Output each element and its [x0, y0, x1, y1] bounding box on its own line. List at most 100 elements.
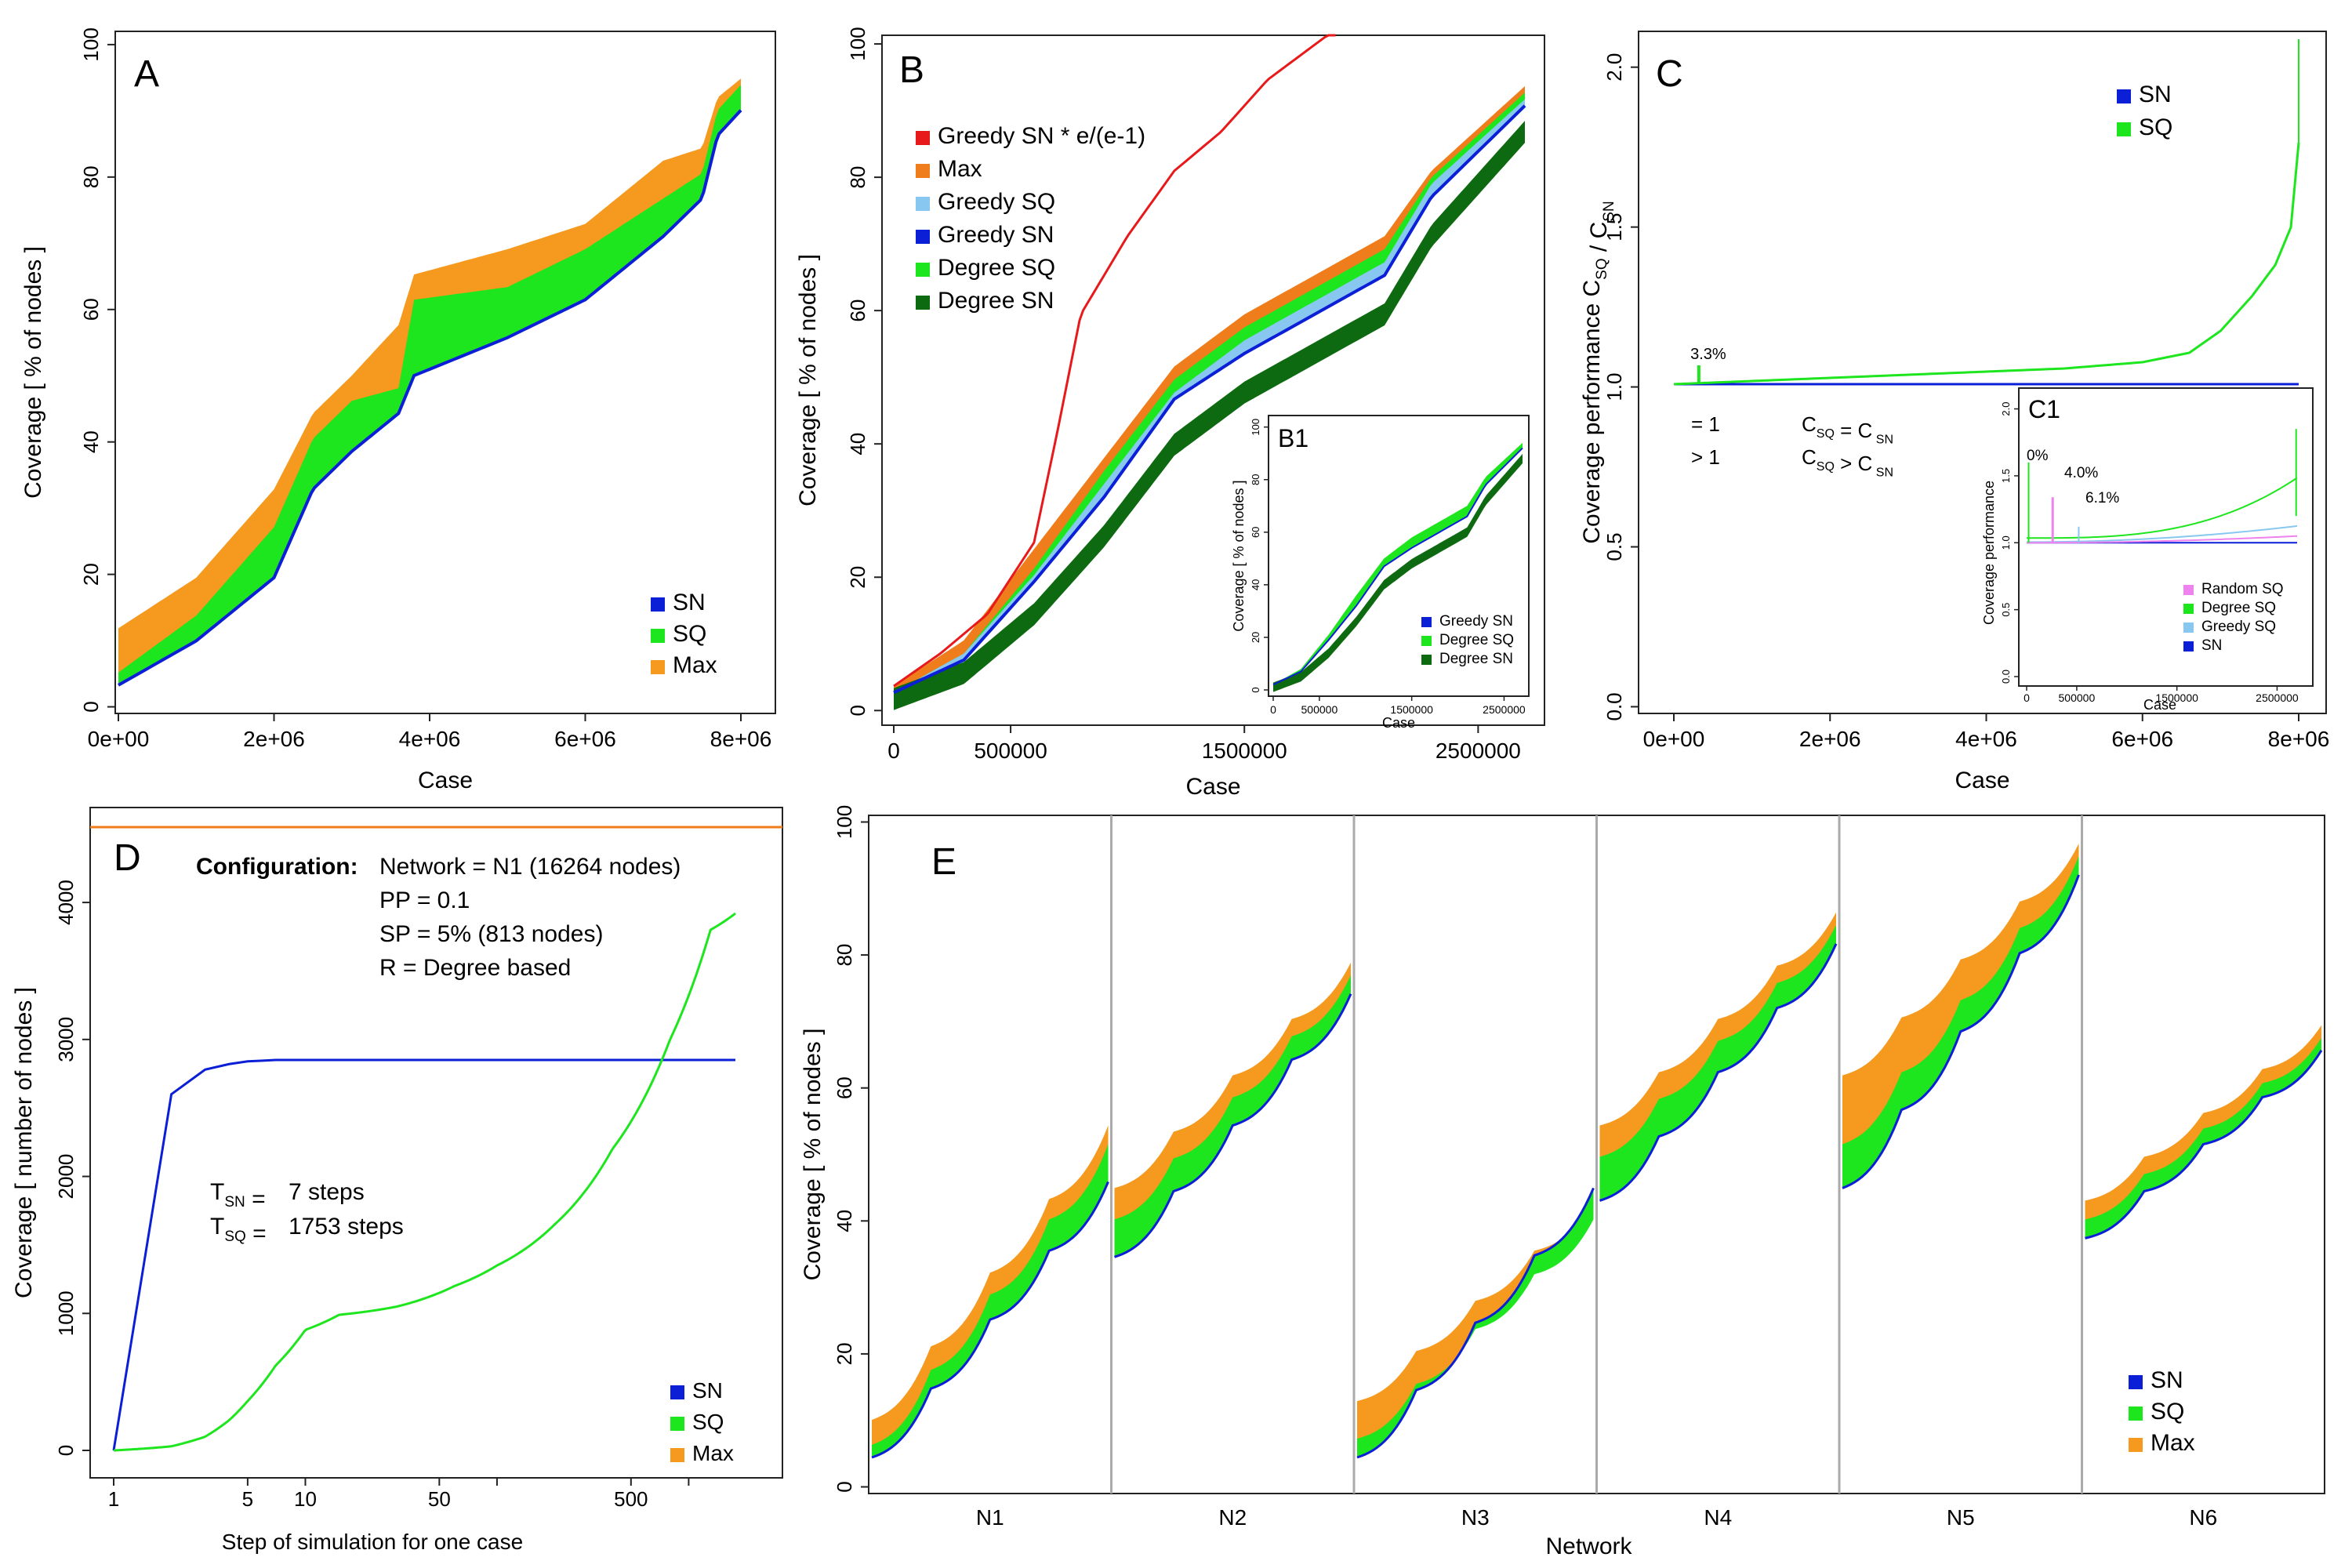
panel-a-ylabel: Coverage [ % of nodes ] [20, 246, 46, 499]
panel-d-t-sn-label-part: SN [224, 1194, 245, 1210]
panel-b1-x-tick-label: 1500000 [1390, 703, 1433, 716]
panel-c-gt-expr: CSQ > C SN [1802, 445, 1893, 480]
panel-d-config-pp: PP = 0.1 [379, 887, 470, 913]
panel-d-config-r: R = Degree based [379, 955, 571, 981]
panel-a-legend-max-label: Max [673, 652, 717, 678]
panel-b-y-tick-label: 80 [846, 166, 869, 189]
panel-b-legend-4-label: Degree SQ [938, 255, 1055, 281]
panel-c-x-tick-label: 2e+06 [1799, 727, 1861, 751]
panel-b-x-tick-label: 500000 [974, 739, 1047, 763]
panel-e-y-tick-label: 20 [833, 1342, 856, 1365]
panel-c1-annot-2: 6.1% [2085, 490, 2119, 506]
panel-b-legend-0-swatch [916, 131, 930, 145]
panel-b-y-tick-label: 40 [846, 433, 869, 456]
panel-a-x-tick-label: 8e+06 [710, 727, 772, 751]
panel-d-legend-sq-swatch [670, 1417, 684, 1431]
panel-c1-legend-0-label: Random SQ [2201, 581, 2284, 597]
panel-c1-legend-0-swatch [2183, 585, 2194, 595]
panel-d-x-tick-label: 5 [242, 1487, 253, 1511]
panel-e-y-tick-label: 40 [833, 1210, 856, 1232]
panel-d-legend-max-swatch [670, 1448, 684, 1462]
panel-c-eq-expr-part: SQ [1817, 427, 1835, 441]
panel-c1-legend-2-label: Greedy SQ [2201, 619, 2276, 635]
panel-b1-legend-2-label: Degree SN [1439, 651, 1513, 667]
panel-c-legend-sq-swatch [2117, 122, 2131, 136]
panel-d-t-sq-label-part: T [210, 1214, 224, 1240]
panel-c-x-tick-label: 4e+06 [1955, 727, 2017, 751]
panel-c1-annot-0: 0% [2027, 448, 2049, 464]
panel-c-x-tick-label: 6e+06 [2111, 727, 2173, 751]
panel-a-legend-sq-label: SQ [673, 621, 706, 647]
panel-d-legend-max-label: Max [692, 1441, 734, 1465]
panel-c-legend-sq-label: SQ [2139, 114, 2172, 140]
panel-c-y-tick-label: 0.5 [1602, 532, 1626, 561]
panel-d-t-sq-label-part: SQ [224, 1229, 245, 1245]
panel-a-label: A [134, 53, 159, 95]
panel-d-xlabel: Step of simulation for one case [222, 1530, 523, 1554]
panel-a-legend-sn-swatch [651, 597, 665, 612]
panel-d-label: D [114, 837, 141, 879]
figure: A0204060801000e+00 2e+06 4e+06 6e+06 8e+06Ca… [0, 0, 2352, 1568]
panel-e-legend-sq-label: SQ [2151, 1399, 2184, 1425]
panel-a-y-tick-label: 60 [79, 298, 103, 321]
panel-b-legend-1-swatch [916, 164, 930, 178]
panel-b-x-tick-label: 0 [887, 739, 900, 763]
panel-c1-y-tick-label: 0.5 [2000, 603, 2012, 617]
panel-b-x-tick-label: 2500000 [1436, 739, 1521, 763]
panel-e-y-tick-label: 80 [833, 944, 856, 967]
panel-d-y-tick-label: 2000 [54, 1154, 78, 1200]
panel-b-legend-4-swatch [916, 263, 930, 277]
panel-c-gt-expr-part: SN [1872, 466, 1893, 480]
panel-b1-legend-0-label: Greedy SN [1439, 613, 1513, 630]
panel-e-y-tick-label: 0 [833, 1481, 856, 1492]
panel-c-eq-expr: CSQ = C SN [1802, 412, 1893, 447]
panel-a-y-tick-label: 40 [79, 430, 103, 453]
panel-b-x-tick-label: 1500000 [1202, 739, 1287, 763]
panel-c-ylabel-part: SQ [1594, 258, 1610, 279]
panel-d-t-sq-label: TSQ = [210, 1214, 267, 1247]
panel-c-eq-sym: = 1 [1691, 412, 1720, 436]
panel-c-ylabel: Coverage performance CSQ / CSN [1579, 201, 1617, 543]
panel-a-y-tick-label: 100 [79, 27, 103, 61]
panel-a-x-tick-label: 4e+06 [399, 727, 461, 751]
panel-d-config-network: Network = N1 (16264 nodes) [379, 854, 681, 880]
panel-b1-x-tick-label: 500000 [1301, 703, 1338, 716]
panel-b1-xlabel: Case [1382, 715, 1415, 731]
panel-b1-y-tick-label: 0 [1250, 687, 1261, 692]
panel-c-y-tick-label: 0.0 [1602, 692, 1626, 720]
panel-d-config-sp: SP = 5% (813 nodes) [379, 921, 603, 947]
panel-b-legend-0-label: Greedy SN * e/(e-1) [938, 123, 1145, 149]
panel-a-max-band [118, 78, 741, 685]
panel-d-t-sn-label-part: = [245, 1186, 266, 1212]
panel-b1-y-tick-label: 20 [1250, 632, 1261, 643]
panel-c1-xlabel: Case [2143, 697, 2176, 713]
panel-d-y-tick-label: 3000 [54, 1017, 78, 1062]
panel-d-x-tick-label: 1 [108, 1487, 119, 1511]
panel-d-x-tick-label: 10 [294, 1487, 317, 1511]
panel-b-y-tick-label: 100 [846, 27, 869, 60]
panel-c1-annot-1: 4.0% [2064, 465, 2098, 481]
panel-d-sq-line [114, 913, 735, 1450]
panel-a-legend-sq-swatch [651, 629, 665, 643]
panel-e-category-N5: N5 [1947, 1505, 1975, 1530]
panel-c-ylabel-part: Coverage performance C [1579, 280, 1605, 544]
panel-e-category-N4: N4 [1704, 1505, 1732, 1530]
panel-c-legend-sn-swatch [2117, 89, 2131, 103]
panel-c-gt-expr-part: > C [1835, 452, 1872, 475]
panel-c1-x-tick-label: 500000 [2059, 691, 2096, 704]
panel-b-ylabel: Coverage [ % of nodes ] [795, 254, 821, 506]
panel-e-xlabel: Network [1545, 1534, 1632, 1559]
panel-d-t-sn-label-part: T [210, 1179, 224, 1205]
panel-d-legend-sn-swatch [670, 1385, 684, 1399]
panel-c1-legend-3-label: SN [2201, 637, 2222, 654]
panel-d-t-sn-value: 7 steps [289, 1179, 365, 1205]
panel-e-category-N2: N2 [1218, 1505, 1247, 1530]
panel-c-ylabel-part: SN [1601, 201, 1617, 221]
panel-e-category-N3: N3 [1461, 1505, 1490, 1530]
panel-b1-x-tick-label: 2500000 [1483, 703, 1526, 716]
panel-b-legend-5-swatch [916, 296, 930, 310]
panel-d-sn-line [114, 1060, 735, 1450]
panel-e-legend-max-label: Max [2151, 1430, 2195, 1456]
panel-b-y-tick-label: 20 [846, 566, 869, 589]
panel-b1-y-tick-label: 40 [1250, 579, 1261, 590]
